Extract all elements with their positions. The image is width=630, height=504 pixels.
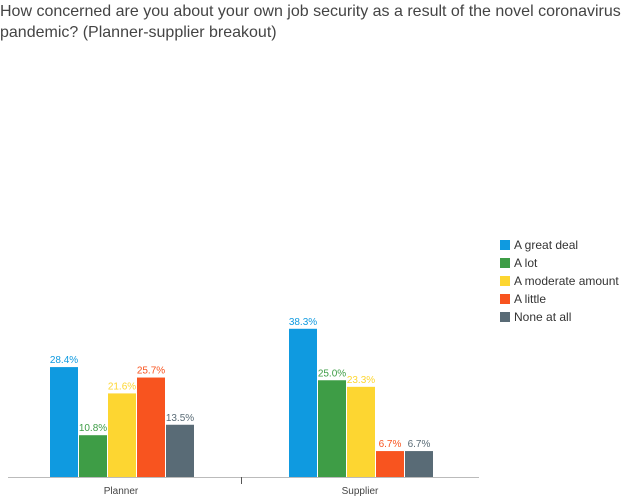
bar-planner-a-great-deal <box>50 367 78 477</box>
bars-layer <box>50 328 433 477</box>
data-label-planner-a-lot: 10.8% <box>79 423 107 434</box>
data-label-supplier-a-great-deal: 38.3% <box>289 317 317 328</box>
legend: A great deal A lot A moderate amount A litt… <box>500 236 619 326</box>
bar-supplier-a-great-deal <box>289 328 317 477</box>
legend-label: A lot <box>514 256 538 270</box>
x-tick-label-planner: Planner <box>104 486 139 497</box>
legend-item-a-great-deal[interactable]: A great deal <box>500 236 619 254</box>
bar-planner-a-lot <box>79 435 107 477</box>
legend-item-a-moderate-amount[interactable]: A moderate amount <box>500 272 619 290</box>
legend-swatch <box>500 240 510 250</box>
legend-swatch <box>500 294 510 304</box>
legend-item-a-lot[interactable]: A lot <box>500 254 619 272</box>
data-label-supplier-a-little: 6.7% <box>379 439 402 450</box>
data-label-planner-none-at-all: 13.5% <box>166 413 194 424</box>
data-label-supplier-a-lot: 25.0% <box>318 368 346 379</box>
x-axis: Planner Supplier <box>8 477 479 497</box>
bar-supplier-none-at-all <box>405 451 433 477</box>
data-label-supplier-none-at-all: 6.7% <box>408 439 431 450</box>
bar-planner-a-little <box>137 377 165 477</box>
legend-label: A moderate amount <box>514 274 619 288</box>
legend-item-none-at-all[interactable]: None at all <box>500 308 619 326</box>
legend-label: A little <box>514 292 547 306</box>
data-label-planner-a-moderate-amount: 21.6% <box>108 381 136 392</box>
data-label-planner-a-little: 25.7% <box>137 366 165 377</box>
data-label-planner-a-great-deal: 28.4% <box>50 355 78 366</box>
chart-title: How concerned are you about your own job… <box>0 3 621 41</box>
data-label-supplier-a-moderate-amount: 23.3% <box>347 375 375 386</box>
legend-swatch <box>500 258 510 268</box>
legend-swatch <box>500 312 510 322</box>
legend-item-a-little[interactable]: A little <box>500 290 619 308</box>
bar-supplier-a-moderate-amount <box>347 386 375 477</box>
bar-supplier-a-little <box>376 451 404 477</box>
bar-planner-a-moderate-amount <box>108 393 136 477</box>
bar-supplier-a-lot <box>318 380 346 477</box>
bar-planner-none-at-all <box>166 424 194 477</box>
legend-label: A great deal <box>514 238 579 252</box>
legend-swatch <box>500 276 510 286</box>
x-tick-label-supplier: Supplier <box>342 486 379 497</box>
data-labels-layer: 28.4% 10.8% 21.6%25.7% 13.5% 38.3% 25.0%23.3%… <box>50 317 431 450</box>
legend-label: None at all <box>514 310 572 324</box>
